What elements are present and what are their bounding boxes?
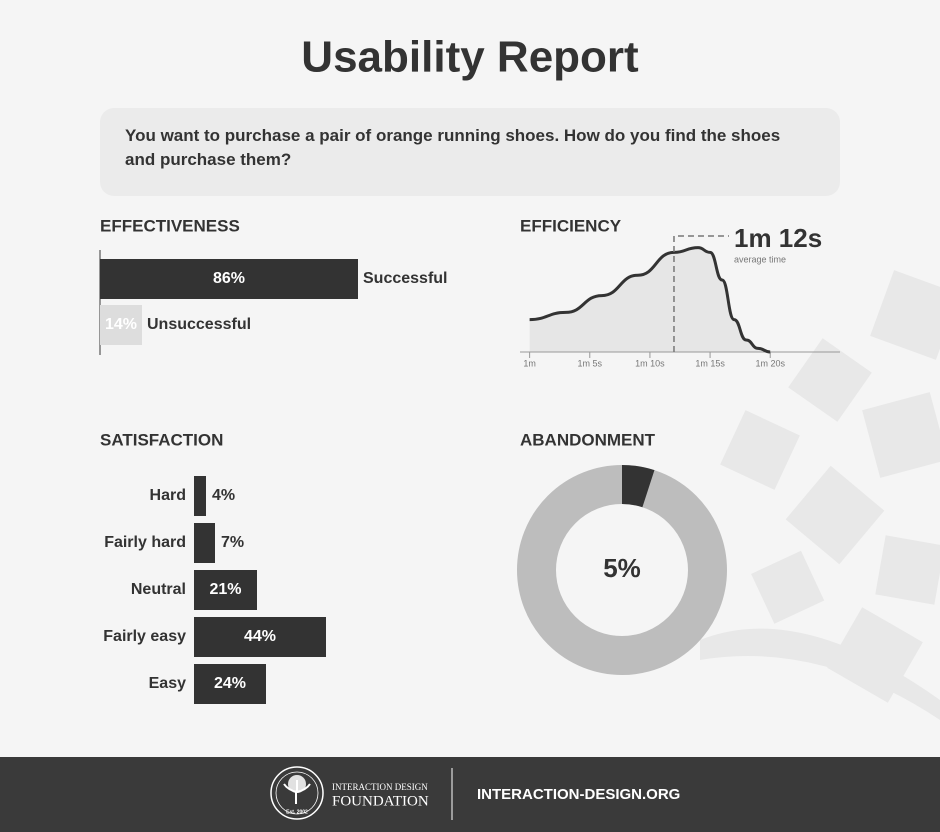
bar xyxy=(194,617,326,657)
bar xyxy=(194,570,257,610)
value-label: 21% xyxy=(209,581,241,598)
value-label: 24% xyxy=(214,675,246,692)
logo-tree xyxy=(283,780,311,804)
annotation-label: 1m 12s xyxy=(734,223,822,253)
donut-label: 5% xyxy=(603,553,641,583)
category-label: Fairly easy xyxy=(103,628,186,645)
title: Usability Report xyxy=(301,33,639,82)
logo-ring xyxy=(270,766,324,820)
section-title: EFFICIENCY xyxy=(520,216,622,235)
value-label: 7% xyxy=(221,534,244,551)
category-label: Fairly hard xyxy=(104,534,186,551)
donut-slice xyxy=(622,465,655,508)
bar xyxy=(100,259,358,299)
x-tick-label: 1m 5s xyxy=(578,358,603,368)
value-label: 4% xyxy=(212,487,235,504)
value-label: 14% xyxy=(105,316,137,333)
logo-est: Est. 2002 xyxy=(286,809,308,815)
bar xyxy=(194,476,206,516)
org-line1: INTERACTION DESIGN xyxy=(332,782,428,792)
x-tick-label: 1m 20s xyxy=(755,358,785,368)
bar xyxy=(194,523,215,563)
line xyxy=(529,246,771,354)
bar xyxy=(100,305,142,345)
logo-ring-inner xyxy=(275,771,319,815)
x-tick-label: 1m 15s xyxy=(695,358,725,368)
org-line2: FOUNDATION xyxy=(332,793,429,809)
logo-canopy xyxy=(288,775,306,793)
footer-url[interactable]: INTERACTION-DESIGN.ORG xyxy=(477,786,680,803)
question-box: You want to purchase a pair of orange ru… xyxy=(100,108,840,196)
section-title: ABANDONMENT xyxy=(520,430,656,449)
bar xyxy=(194,664,266,704)
x-tick-label: 1m xyxy=(523,358,536,368)
x-tick-label: 1m 10s xyxy=(635,358,665,368)
category-label: Hard xyxy=(150,487,186,504)
area xyxy=(529,247,771,352)
value-label: 44% xyxy=(244,628,276,645)
category-label: Easy xyxy=(149,675,186,692)
background-decor xyxy=(700,270,940,720)
category-label: Neutral xyxy=(131,581,186,598)
category-label: Unsuccessful xyxy=(147,316,251,333)
footer-bar xyxy=(0,757,940,832)
category-label: Successful xyxy=(363,270,447,287)
value-label: 86% xyxy=(213,270,245,287)
average-marker xyxy=(673,235,729,352)
section-title: SATISFACTION xyxy=(100,430,223,449)
annotation-sublabel: average time xyxy=(734,254,786,264)
section-title: EFFECTIVENESS xyxy=(100,216,240,235)
